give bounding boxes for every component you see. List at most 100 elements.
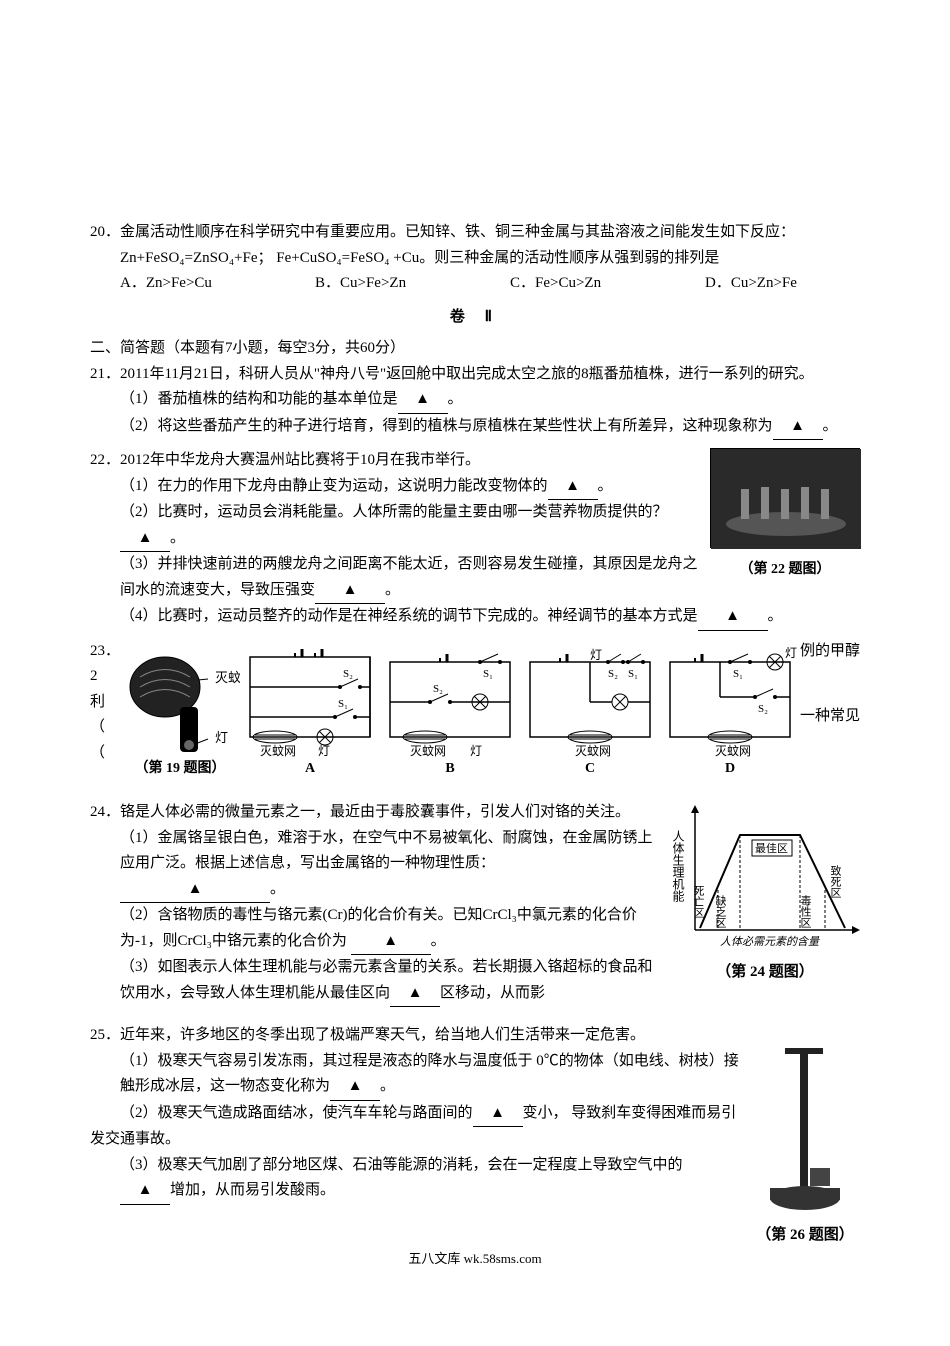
- q25-sub3-pre: （3）极寒天气加剧了部分地区煤、石油等能源的消耗，会在一定程度上导致空气中的: [120, 1157, 683, 1173]
- q22-fig-caption: （第 22 题图）: [710, 558, 860, 582]
- q25-sub1-post: 。: [380, 1078, 395, 1094]
- part2-title: 二、简答题（本题有7小题，每空3分，共60分）: [90, 336, 860, 362]
- q24-sub3-post: 区移动，从而影: [440, 985, 545, 1001]
- svg-text:毒性区: 毒性区: [799, 895, 812, 928]
- q24-sub1-post: 。: [270, 881, 285, 897]
- q22-sub1-pre: （1）在力的作用下龙舟由静止变为运动，这说明力能改变物体的: [120, 478, 548, 494]
- svg-text:灭蚊网: 灭蚊网: [575, 743, 611, 757]
- paper-section: 卷 Ⅱ: [90, 305, 860, 331]
- q26-fig-caption: （第 26 题图）: [750, 1223, 860, 1249]
- q22-num: 22．: [90, 452, 120, 468]
- blank: [698, 604, 768, 631]
- blank: [351, 929, 431, 956]
- fig-19: 灭蚊网 灯 （第 19 题图）: [120, 647, 240, 781]
- circuit-a: S₂ S₁ 灭蚊网: [240, 647, 380, 781]
- q24-sub2-post: 。: [431, 933, 446, 949]
- fig19-caption: （第 19 题图）: [120, 757, 240, 781]
- circuit-b-svg: S₁ S₂ 灭蚊网 灯: [380, 647, 520, 757]
- q20-opt-b: B．Cu>Fe>Zn: [315, 271, 470, 297]
- svg-text:灭蚊网: 灭蚊网: [715, 743, 751, 757]
- svg-text:S₂: S₂: [758, 703, 768, 715]
- q25-sub2-pre: （2）极寒天气造成路面结冰，使汽车车轮与路面间的: [90, 1105, 473, 1121]
- blank: [330, 1074, 380, 1101]
- q21-sub2: （2）将这些番茄产生的种子进行培育，得到的植株与原植株在某些性状上有所差异，这种…: [90, 414, 860, 441]
- q21-num: 21．: [90, 366, 120, 382]
- q20-options: A．Zn>Fe>Cu B．Cu>Fe>Zn C．Fe>Cu>Zn D．Cu>Zn…: [90, 271, 860, 297]
- svg-text:S₁: S₁: [338, 698, 348, 710]
- q22-figure-image: [710, 448, 860, 548]
- blank: [548, 474, 598, 501]
- q25-stem: 近年来，许多地区的冬季出现了极端严寒天气，给当地人们生活带来一定危害。: [120, 1027, 645, 1043]
- svg-text:S₂: S₂: [343, 668, 353, 680]
- q22-sub2-post: 。: [170, 530, 185, 546]
- circuit-d-label: D: [660, 757, 800, 781]
- question-20: 20．金属活动性顺序在科学研究中有重要应用。已知锌、铁、铜三种金属与其盐溶液之间…: [90, 220, 860, 297]
- q22-sub4-pre: （4）比赛时，运动员整齐的动作是在神经系统的调节下完成的。神经调节的基本方式是: [120, 608, 698, 624]
- q20-opt-d: D．Cu>Zn>Fe: [705, 271, 860, 297]
- svg-text:S₂: S₂: [608, 668, 618, 680]
- svg-text:灯: 灯: [318, 744, 330, 757]
- question-23: 23．2 利 （ （ 灭蚊网 灯: [90, 639, 860, 793]
- svg-text:灯: 灯: [215, 730, 228, 745]
- svg-text:致死区: 致死区: [829, 864, 842, 898]
- q23-frag1: 2: [90, 668, 98, 684]
- q23-frag6: 一种常见: [800, 704, 860, 730]
- svg-text:缺乏区: 缺乏区: [714, 894, 727, 928]
- circuit-c-svg: 灯 S₂ S₁: [520, 647, 660, 757]
- svg-text:灭蚊网: 灭蚊网: [215, 670, 240, 685]
- page-footer: 五八文库 wk.58sms.com: [90, 1248, 860, 1270]
- q23-frag3: 利: [90, 690, 120, 716]
- q20-line1: 金属活动性顺序在科学研究中有重要应用。已知锌、铁、铜三种金属与其盐溶液之间能发生…: [120, 224, 795, 240]
- svg-text:S₁: S₁: [628, 668, 638, 680]
- q22-sub4: （4）比赛时，运动员整齐的动作是在神经系统的调节下完成的。神经调节的基本方式是 。: [90, 604, 860, 631]
- blank: [120, 526, 170, 553]
- q20-num: 20．: [90, 224, 120, 240]
- q21-sub2-pre: （2）将这些番茄产生的种子进行培育，得到的植株与原植株在某些性状上有所差异，这种…: [120, 418, 773, 434]
- q22-figure: （第 22 题图）: [710, 448, 860, 582]
- q24-fig-caption: （第 24 题图）: [670, 960, 860, 986]
- blank: [773, 414, 823, 441]
- q21-stem: 2011年11月21日，科研人员从"神舟八号"返回舱中取出完成太空之旅的8瓶番茄…: [120, 366, 814, 382]
- svg-text:灯: 灯: [470, 744, 482, 757]
- blank: [120, 877, 270, 904]
- circuit-a-label: A: [240, 757, 380, 781]
- q22-sub3-post: 。: [385, 582, 400, 598]
- svg-text:S₂: S₂: [433, 683, 443, 695]
- svg-text:死亡区: 死亡区: [692, 885, 705, 918]
- q22-sub1-post: 。: [598, 478, 613, 494]
- q23-frag5: （: [90, 741, 120, 767]
- circuit-diagrams-row: 灭蚊网 灯 （第 19 题图）: [120, 647, 800, 781]
- circuit-d: S₁ 灯 S₂: [660, 647, 800, 781]
- q22-stem: 2012年中华龙舟大赛温州站比赛将于10月在我市举行。: [120, 452, 480, 468]
- question-25: （第 26 题图） 25．近年来，许多地区的冬季出现了极端严寒天气，给当地人们生…: [90, 1015, 860, 1205]
- circuit-c: 灯 S₂ S₁: [520, 647, 660, 781]
- q25-sub3-post: 增加，从而易引发酸雨。: [170, 1182, 335, 1198]
- svg-text:人体必需元素的含量: 人体必需元素的含量: [720, 935, 820, 948]
- question-22: （第 22 题图） 22．2012年中华龙舟大赛温州站比赛将于10月在我市举行。…: [90, 448, 860, 631]
- circuit-a-svg: S₂ S₁ 灭蚊网: [240, 647, 380, 757]
- svg-text:S₁: S₁: [483, 668, 493, 680]
- svg-text:灭蚊网: 灭蚊网: [260, 743, 296, 757]
- q23-frag2: 例的甲醇: [800, 639, 860, 665]
- q22-sub4-post: 。: [768, 608, 783, 624]
- blank: [398, 387, 448, 414]
- svg-text:最佳区: 最佳区: [755, 841, 788, 855]
- q24-chart-svg: 人体生理机能 死亡区 缺乏区 最佳区 毒性区 致死区 人体必需元素的含量: [670, 800, 860, 950]
- q24-sub1-text: （1）金属铬呈银白色，难溶于水，在空气中不易被氧化、耐腐蚀，在金属防锈上应用广泛…: [120, 830, 653, 872]
- q24-num: 24．: [90, 804, 120, 820]
- question-24: 人体生理机能 死亡区 缺乏区 最佳区 毒性区 致死区 人体必需元素的含量 （第 …: [90, 800, 860, 1007]
- svg-text:灯: 灯: [785, 647, 797, 660]
- svg-text:灯: 灯: [590, 648, 602, 662]
- q23-frag4: （: [90, 715, 120, 741]
- q20-opt-c: C．Fe>Cu>Zn: [510, 271, 665, 297]
- q25-sub1: （1）极寒天气容易引发冻雨，其过程是液态的降水与温度低于 0℃的物体（如电线、树…: [90, 1049, 860, 1101]
- q20-opt-a: A．Zn>Fe>Cu: [120, 271, 275, 297]
- svg-text:人体生理机能: 人体生理机能: [671, 830, 685, 902]
- q26-figure: （第 26 题图）: [750, 1043, 860, 1248]
- circuit-d-svg: S₁ 灯 S₂: [660, 647, 800, 757]
- blank: [315, 578, 385, 605]
- q25-sub3: （3）极寒天气加剧了部分地区煤、石油等能源的消耗，会在一定程度上导致空气中的 增…: [90, 1153, 860, 1205]
- blank: [120, 1178, 170, 1205]
- circuit-b-label: B: [380, 757, 520, 781]
- circuit-c-label: C: [520, 757, 660, 781]
